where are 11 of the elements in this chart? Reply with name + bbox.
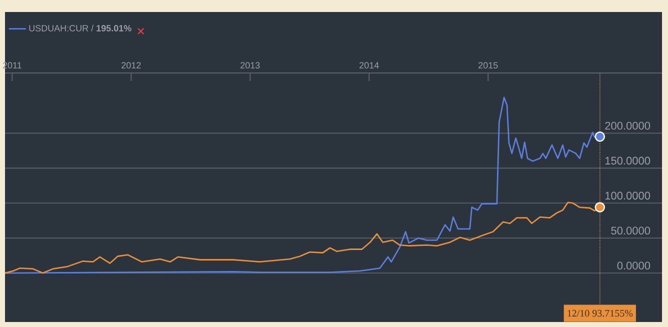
x-tick-label: 2014 — [360, 62, 379, 68]
y-tick-label: 100.0000 — [605, 192, 650, 200]
y-tick-label: 200.0000 — [605, 122, 650, 130]
y-tick-label: 150.0000 — [605, 156, 650, 165]
ref-line-label: 12/10 93.7155% — [568, 310, 633, 317]
legend-label: USDUAH:CUR / 195.01% — [29, 24, 132, 32]
x-tick-label: 2012 — [122, 62, 141, 68]
y-tick-label: 50.0000 — [611, 226, 650, 235]
x-tick-label: 2013 — [240, 62, 260, 68]
x-tick-label: 2015 — [478, 62, 498, 68]
y-tick-label: 0.0000 — [617, 262, 650, 270]
